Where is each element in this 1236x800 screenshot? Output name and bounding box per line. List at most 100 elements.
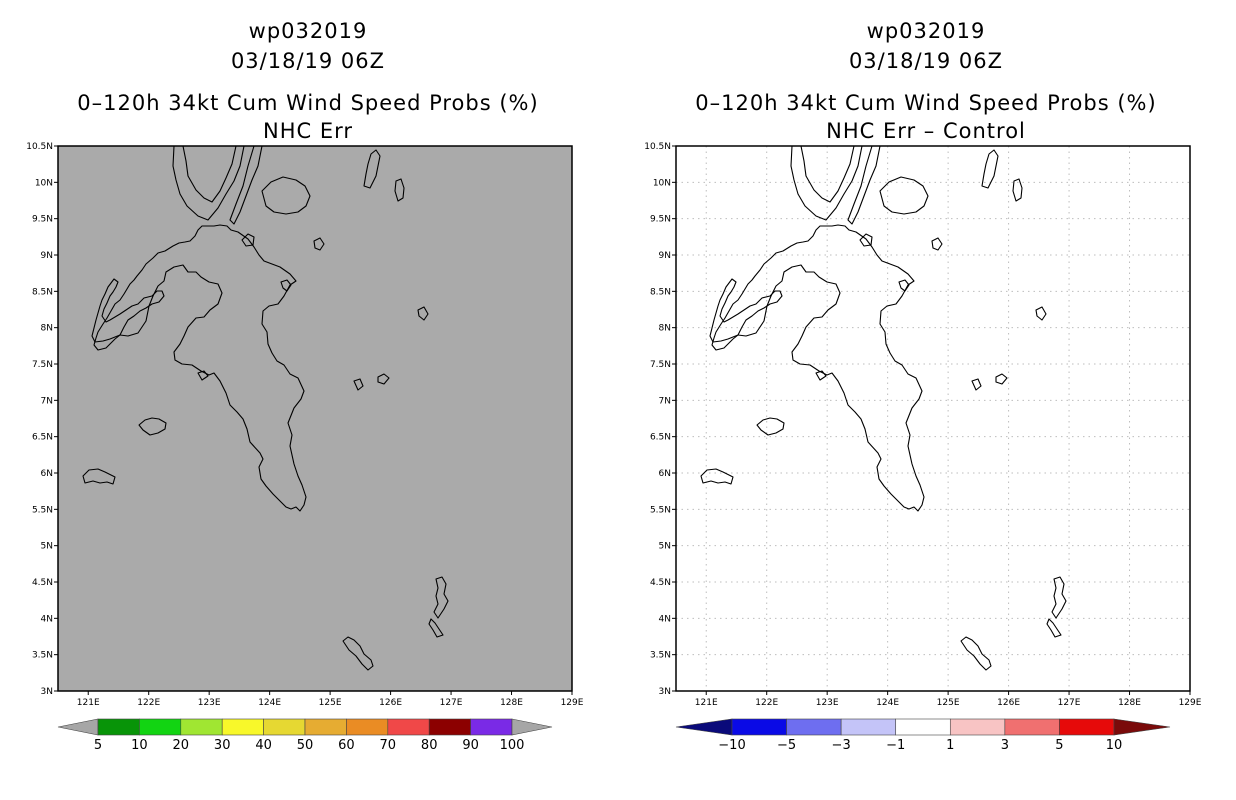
y-tick-label: 6N <box>41 469 53 479</box>
y-tick-label: 7N <box>659 396 671 406</box>
colorbar-label: 10 <box>131 738 148 753</box>
y-tick-label: 8.5N <box>650 287 671 297</box>
colorbar-label: 40 <box>255 738 272 753</box>
colorbar-swatch <box>731 718 787 736</box>
colorbar-swatch <box>786 718 842 736</box>
colorbar-swatch <box>346 718 389 736</box>
y-tick-label: 10.5N <box>644 142 671 152</box>
y-tick-label: 7N <box>41 396 53 406</box>
x-tick-label: 128E <box>500 698 523 708</box>
plot-frame <box>57 145 573 692</box>
plot-area <box>58 146 572 691</box>
x-tick-label: 124E <box>258 698 281 708</box>
y-tick-label: 4.5N <box>650 578 671 588</box>
y-tick-label: 8.5N <box>32 287 53 297</box>
colorbar-label: 5 <box>94 738 102 753</box>
colorbar-label: 1 <box>946 738 954 753</box>
title-line-2: 03/18/19 06Z <box>231 49 385 73</box>
y-tick-label: 7.5N <box>32 360 53 370</box>
colorbar-swatch <box>1059 718 1115 736</box>
x-tick-label: 128E <box>1118 698 1141 708</box>
colorbar-label: 30 <box>214 738 231 753</box>
colorbar-label: 80 <box>421 738 438 753</box>
colorbar-swatch <box>1004 718 1060 736</box>
x-tick-label: 122E <box>137 698 160 708</box>
panel-left: wp032019 03/18/19 06Z 0–120h 34kt Cum Wind… <box>26 19 584 753</box>
y-tick-label: 10.5N <box>26 142 53 152</box>
y-tick-label: 4.5N <box>32 578 53 588</box>
title-line-1: wp032019 <box>249 19 368 43</box>
colorbar-label: 5 <box>1055 738 1063 753</box>
colorbar-swatch <box>221 718 264 736</box>
x-tick-label: 123E <box>198 698 221 708</box>
y-tick-label: 7.5N <box>650 360 671 370</box>
title-line-1: wp032019 <box>867 19 986 43</box>
y-tick-label: 5N <box>659 542 671 552</box>
x-tick-label: 126E <box>997 698 1020 708</box>
colorbar-label: 50 <box>297 738 314 753</box>
colorbar-label: −3 <box>832 738 851 753</box>
colorbar-high-arrow <box>511 718 553 736</box>
plot-frame <box>675 145 1191 692</box>
plot-area <box>676 146 1190 691</box>
x-tick-label: 121E <box>695 698 718 708</box>
x-tick-label: 129E <box>1179 698 1202 708</box>
colorbar-swatch <box>304 718 347 736</box>
colorbar-label: −5 <box>777 738 796 753</box>
colorbar-swatch <box>97 718 140 736</box>
colorbar: 5 10 20 30 40 50 60 70 80 90 100 <box>57 718 553 753</box>
colorbar-swatch <box>895 718 951 736</box>
y-tick-label: 4N <box>41 614 53 624</box>
x-tick-label: 121E <box>77 698 100 708</box>
x-tick-label: 127E <box>1058 698 1081 708</box>
title-line-3: 0–120h 34kt Cum Wind Speed Probs (%) <box>695 91 1156 115</box>
colorbar-swatch <box>428 718 471 736</box>
x-tick-label: 123E <box>816 698 839 708</box>
colorbar-swatch <box>263 718 306 736</box>
title-line-4: NHC Err <box>263 119 353 143</box>
colorbar-label: 20 <box>173 738 190 753</box>
y-tick-label: 6.5N <box>32 433 53 443</box>
colorbar-label: −1 <box>886 738 905 753</box>
y-tick-label: 3N <box>41 687 53 697</box>
colorbar-swatch <box>387 718 430 736</box>
colorbar-swatch <box>840 718 897 736</box>
x-tick-label: 127E <box>440 698 463 708</box>
colorbar-label: 60 <box>338 738 355 753</box>
colorbar-label: 90 <box>462 738 479 753</box>
colorbar-swatch <box>180 718 223 736</box>
colorbar-swatch <box>139 718 182 736</box>
colorbar-label: 100 <box>500 738 525 753</box>
colorbar-label: 70 <box>380 738 397 753</box>
y-tick-label: 8N <box>659 324 671 334</box>
y-tick-label: 9.5N <box>32 215 53 225</box>
y-tick-label: 4N <box>659 614 671 624</box>
colorbar: −10 −5 −3 −1 1 3 5 10 <box>675 718 1171 753</box>
x-tick-label: 125E <box>319 698 342 708</box>
y-tick-label: 8N <box>41 324 53 334</box>
colorbar-swatch <box>470 718 513 736</box>
y-tick-label: 3.5N <box>650 651 671 661</box>
y-tick-label: 3.5N <box>32 651 53 661</box>
colorbar-swatch <box>949 718 1006 736</box>
y-tick-label: 5.5N <box>650 505 671 515</box>
x-tick-label: 129E <box>561 698 584 708</box>
colorbar-label: 10 <box>1106 738 1123 753</box>
x-tick-label: 126E <box>379 698 402 708</box>
colorbar-low-arrow <box>675 718 733 736</box>
y-tick-label: 6.5N <box>650 433 671 443</box>
y-tick-label: 6N <box>659 469 671 479</box>
y-tick-label: 10N <box>653 178 671 188</box>
y-tick-label: 5.5N <box>32 505 53 515</box>
x-tick-label: 124E <box>876 698 899 708</box>
y-tick-label: 3N <box>659 687 671 697</box>
y-tick-label: 5N <box>41 542 53 552</box>
colorbar-label: −10 <box>718 738 745 753</box>
colorbar-high-arrow <box>1113 718 1171 736</box>
y-tick-label: 9.5N <box>650 215 671 225</box>
title-line-4: NHC Err – Control <box>826 119 1026 143</box>
y-tick-label: 10N <box>35 178 53 188</box>
x-tick-label: 125E <box>937 698 960 708</box>
title-line-3: 0–120h 34kt Cum Wind Speed Probs (%) <box>77 91 538 115</box>
title-line-2: 03/18/19 06Z <box>849 49 1003 73</box>
